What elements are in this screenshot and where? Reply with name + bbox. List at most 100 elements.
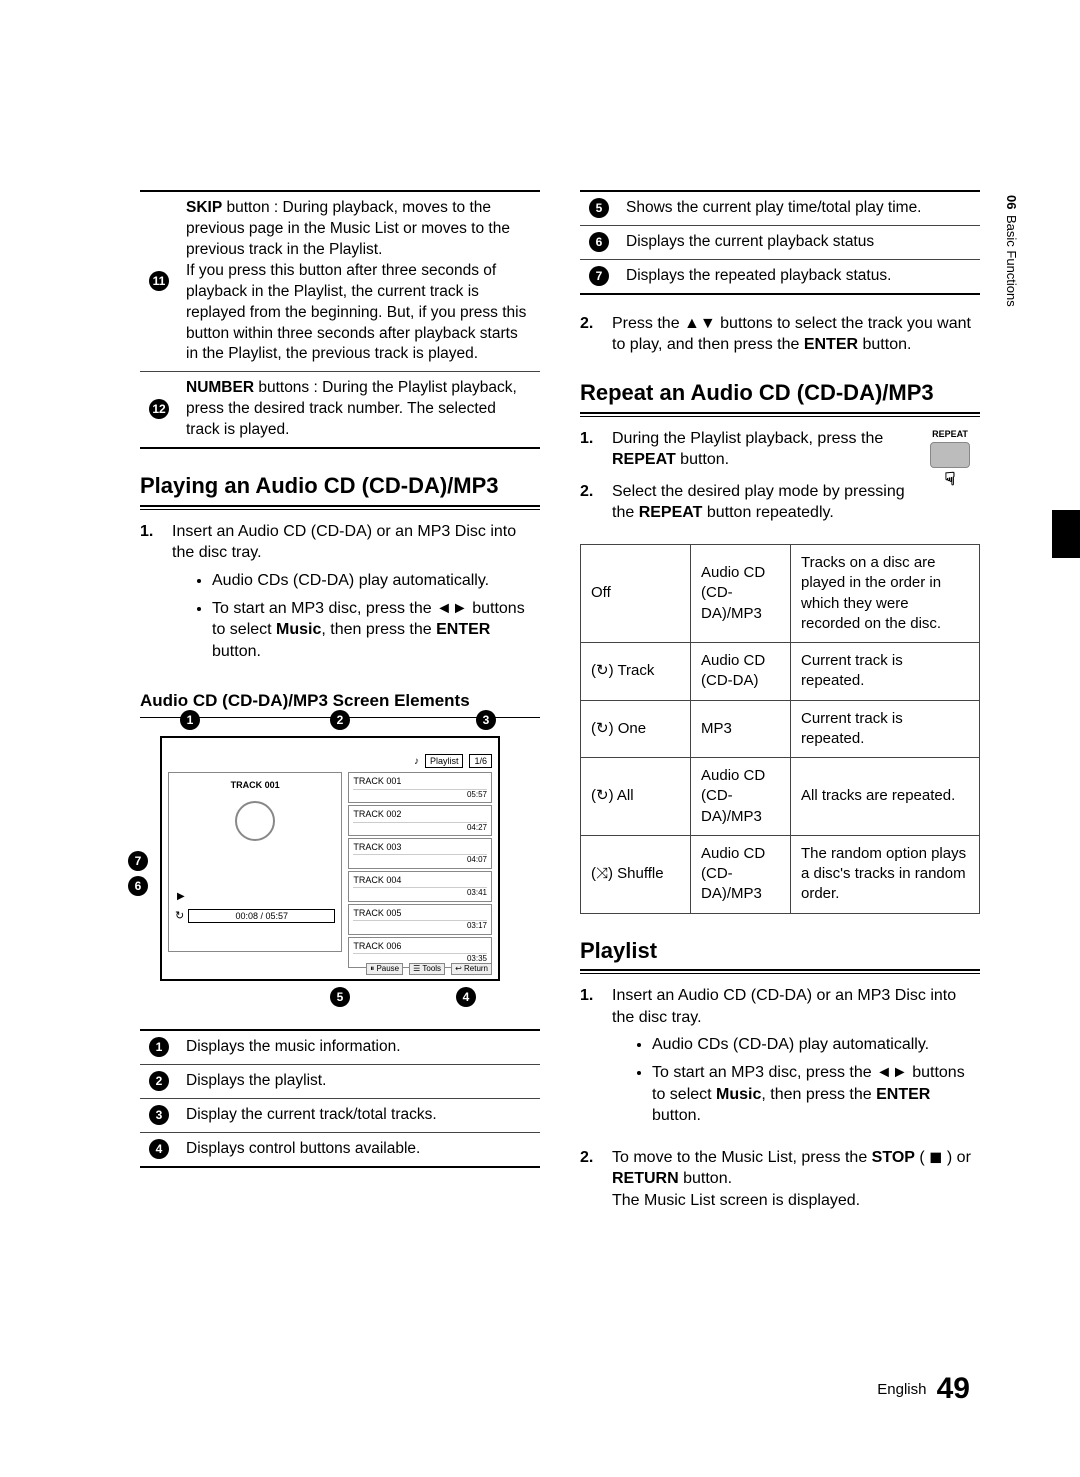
footer-language: English <box>877 1381 926 1398</box>
edge-thumb-tab <box>1052 510 1080 558</box>
repeat-step-2: Select the desired play mode by pressing… <box>612 481 910 524</box>
mode-name: (↻) All <box>581 758 691 836</box>
page-number: 49 <box>937 1372 970 1405</box>
step-number: 2. <box>580 1147 602 1212</box>
desc-6: Displays the current playback status <box>618 225 980 259</box>
playlist-bullet-2: To start an MP3 disc, press the ◄► butto… <box>652 1062 980 1127</box>
ctrl-return: ↩ Return <box>451 963 492 976</box>
screen-playlist-label: Playlist <box>425 754 464 768</box>
marker-6: 6 <box>589 232 609 252</box>
desc-3: Display the current track/total tracks. <box>178 1099 540 1133</box>
track-row: TRACK 00105:57 <box>348 772 492 803</box>
track-row: TRACK 00204:27 <box>348 805 492 836</box>
mode-desc: All tracks are repeated. <box>791 758 980 836</box>
playing-steps-cont: 2. Press the ▲▼ buttons to select the tr… <box>580 313 980 356</box>
mode-row: (↻) AllAudio CD (CD-DA)/MP3All tracks ar… <box>581 758 980 836</box>
playing-steps: 1. Insert an Audio CD (CD-DA) or an MP3 … <box>140 521 540 673</box>
repeat-modes-table: OffAudio CD (CD-DA)/MP3Tracks on a disc … <box>580 544 980 914</box>
callout-7: 7 <box>128 851 148 871</box>
right-column: 5 Shows the current play time/total play … <box>580 190 980 1222</box>
mode-type: Audio CD (CD-DA)/MP3 <box>691 835 791 913</box>
marker-12: 12 <box>149 399 169 419</box>
repeat-status-icon: ↻ <box>175 909 184 924</box>
callout-1: 1 <box>180 710 200 730</box>
step-number: 2. <box>580 313 602 356</box>
playback-screen: ♪ Playlist 1/6 TRACK 001 ▶ ↻ 00:08 / 05:… <box>160 736 500 981</box>
repeat-step-1: During the Playlist playback, press the … <box>612 428 910 471</box>
step-number: 1. <box>580 985 602 1137</box>
callout-6: 6 <box>128 876 148 896</box>
mode-desc: Current track is repeated. <box>791 643 980 701</box>
desc-7: Displays the repeated playback status. <box>618 259 980 293</box>
step-number: 2. <box>580 481 602 524</box>
chapter-number: 06 <box>1002 195 1020 209</box>
mode-row: (⤨) ShuffleAudio CD (CD-DA)/MP3The rando… <box>581 835 980 913</box>
mode-desc: Current track is repeated. <box>791 700 980 758</box>
marker-7: 7 <box>589 266 609 286</box>
mode-desc: Tracks on a disc are played in the order… <box>791 545 980 643</box>
mode-type: Audio CD (CD-DA)/MP3 <box>691 758 791 836</box>
chapter-tab: 06 Basic Functions <box>1002 195 1020 307</box>
mode-name: Off <box>581 545 691 643</box>
track-row: TRACK 00503:17 <box>348 904 492 935</box>
chapter-title: Basic Functions <box>1002 215 1020 307</box>
marker-4: 4 <box>149 1139 169 1159</box>
current-track-title: TRACK 001 <box>169 779 341 791</box>
desc-2: Displays the playlist. <box>178 1065 540 1099</box>
playlist-bullet-1: Audio CDs (CD-DA) play automatically. <box>652 1034 980 1056</box>
left-column: 11 SKIP button : During playback, moves … <box>140 190 540 1222</box>
screen-elements-table: 1 Displays the music information. 2 Displa… <box>140 1029 540 1168</box>
mode-name: (↻) One <box>581 700 691 758</box>
marker-3: 3 <box>149 1105 169 1125</box>
play-time: 00:08 / 05:57 <box>188 909 335 923</box>
step-1-bullet-2: To start an MP3 disc, press the ◄► butto… <box>212 598 540 663</box>
step-number: 1. <box>580 428 602 471</box>
track-row: TRACK 00403:41 <box>348 871 492 902</box>
callout-3: 3 <box>476 710 496 730</box>
screen-elements-table-right: 5 Shows the current play time/total play … <box>580 190 980 295</box>
repeat-button-graphic: REPEAT ☟ <box>920 428 980 488</box>
mode-type: MP3 <box>691 700 791 758</box>
mode-desc: The random option plays a disc's tracks … <box>791 835 980 913</box>
music-info-pane: TRACK 001 ▶ ↻ 00:08 / 05:57 <box>168 772 342 952</box>
marker-1: 1 <box>149 1037 169 1057</box>
mode-name: (↻) Track <box>581 643 691 701</box>
track-row: TRACK 00304:07 <box>348 838 492 869</box>
playlist-step-2: To move to the Music List, press the STO… <box>612 1147 980 1212</box>
hand-icon: ☟ <box>920 470 980 488</box>
mode-type: Audio CD (CD-DA) <box>691 643 791 701</box>
page-footer: English 49 <box>877 1369 970 1410</box>
button-desc-table-upper: 11 SKIP button : During playback, moves … <box>140 190 540 449</box>
marker-5: 5 <box>589 198 609 218</box>
playlist-steps: 1. Insert an Audio CD (CD-DA) or an MP3 … <box>580 985 980 1211</box>
playlist-pane: TRACK 00105:57 TRACK 00204:27 TRACK 0030… <box>348 772 492 952</box>
screen-diagram: 1 2 3 7 6 5 4 ♪ Playlist 1/6 TRACK 001 ▶ <box>160 736 500 981</box>
ctrl-tools: ☰ Tools <box>409 963 445 976</box>
step-1-text: Insert an Audio CD (CD-DA) or an MP3 Dis… <box>172 523 516 562</box>
mode-name: (⤨) Shuffle <box>581 835 691 913</box>
desc-5: Shows the current play time/total play t… <box>618 191 980 225</box>
mode-type: Audio CD (CD-DA)/MP3 <box>691 545 791 643</box>
step-number: 1. <box>140 521 162 673</box>
mode-row: OffAudio CD (CD-DA)/MP3Tracks on a disc … <box>581 545 980 643</box>
step-1-bullet-1: Audio CDs (CD-DA) play automatically. <box>212 570 540 592</box>
desc-11: SKIP button : During playback, moves to … <box>178 191 540 372</box>
mode-row: (↻) TrackAudio CD (CD-DA)Current track i… <box>581 643 980 701</box>
desc-12: NUMBER buttons : During the Playlist pla… <box>178 372 540 448</box>
play-status-icon: ▶ <box>177 890 185 904</box>
desc-1: Displays the music information. <box>178 1030 540 1064</box>
callout-2: 2 <box>330 710 350 730</box>
heading-playing-audio-cd: Playing an Audio CD (CD-DA)/MP3 <box>140 471 540 507</box>
playlist-step-1: Insert an Audio CD (CD-DA) or an MP3 Dis… <box>612 987 956 1026</box>
marker-11: 11 <box>149 271 169 291</box>
mode-row: (↻) OneMP3Current track is repeated. <box>581 700 980 758</box>
heading-repeat: Repeat an Audio CD (CD-DA)/MP3 <box>580 378 980 414</box>
disc-icon <box>235 801 275 841</box>
marker-2: 2 <box>149 1071 169 1091</box>
ctrl-pause: ⏸ Pause <box>366 963 403 976</box>
step-2-text: Press the ▲▼ buttons to select the track… <box>612 313 980 356</box>
screen-playlist-icon: ♪ <box>414 755 419 769</box>
screen-track-counter: 1/6 <box>469 754 492 768</box>
desc-4: Displays control buttons available. <box>178 1133 540 1167</box>
heading-playlist: Playlist <box>580 936 980 972</box>
